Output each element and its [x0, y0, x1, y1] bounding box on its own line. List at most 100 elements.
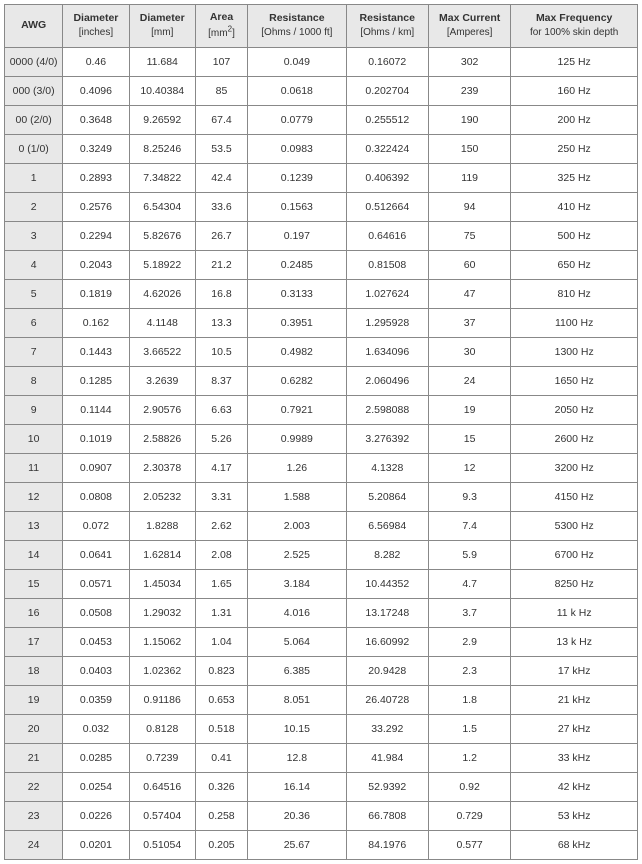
cell-resistance-km: 84.1976	[346, 830, 428, 859]
cell-max-current: 60	[428, 250, 510, 279]
cell-diameter-inches: 0.46	[63, 47, 129, 76]
table-row: 240.02010.510540.20525.6784.19760.57768 …	[5, 830, 638, 859]
cell-diameter-mm: 7.34822	[129, 163, 195, 192]
cell-diameter-mm: 2.90576	[129, 395, 195, 424]
cell-resistance-km: 41.984	[346, 743, 428, 772]
cell-max-current: 1.5	[428, 714, 510, 743]
cell-max-frequency: 2600 Hz	[511, 424, 638, 453]
cell-max-frequency: 125 Hz	[511, 47, 638, 76]
cell-max-frequency: 1300 Hz	[511, 337, 638, 366]
cell-max-frequency: 53 kHz	[511, 801, 638, 830]
cell-awg: 6	[5, 308, 63, 337]
cell-diameter-inches: 0.1285	[63, 366, 129, 395]
cell-diameter-inches: 0.4096	[63, 76, 129, 105]
cell-area: 0.205	[195, 830, 247, 859]
cell-max-current: 9.3	[428, 482, 510, 511]
cell-max-current: 7.4	[428, 511, 510, 540]
cell-diameter-mm: 2.30378	[129, 453, 195, 482]
cell-resistance-km: 1.295928	[346, 308, 428, 337]
cell-resistance-ft: 0.0779	[248, 105, 346, 134]
cell-area: 5.26	[195, 424, 247, 453]
cell-diameter-mm: 10.40384	[129, 76, 195, 105]
cell-resistance-km: 0.81508	[346, 250, 428, 279]
cell-diameter-inches: 0.0453	[63, 627, 129, 656]
table-row: 230.02260.574040.25820.3666.78080.72953 …	[5, 801, 638, 830]
cell-awg: 17	[5, 627, 63, 656]
cell-diameter-mm: 0.64516	[129, 772, 195, 801]
cell-max-frequency: 5300 Hz	[511, 511, 638, 540]
cell-diameter-mm: 3.2639	[129, 366, 195, 395]
cell-area: 107	[195, 47, 247, 76]
cell-max-frequency: 325 Hz	[511, 163, 638, 192]
cell-max-frequency: 1650 Hz	[511, 366, 638, 395]
cell-area: 1.04	[195, 627, 247, 656]
cell-awg: 21	[5, 743, 63, 772]
cell-max-frequency: 1100 Hz	[511, 308, 638, 337]
cell-awg: 13	[5, 511, 63, 540]
cell-diameter-mm: 4.1148	[129, 308, 195, 337]
cell-diameter-mm: 8.25246	[129, 134, 195, 163]
cell-resistance-ft: 0.9989	[248, 424, 346, 453]
cell-max-current: 4.7	[428, 569, 510, 598]
cell-max-frequency: 42 kHz	[511, 772, 638, 801]
header-title: AWG	[21, 19, 46, 31]
cell-resistance-km: 5.20864	[346, 482, 428, 511]
table-row: 150.05711.450341.653.18410.443524.78250 …	[5, 569, 638, 598]
cell-diameter-mm: 5.82676	[129, 221, 195, 250]
cell-area: 53.5	[195, 134, 247, 163]
cell-max-current: 94	[428, 192, 510, 221]
cell-resistance-ft: 0.1563	[248, 192, 346, 221]
table-row: 180.04031.023620.8236.38520.94282.317 kH…	[5, 656, 638, 685]
cell-diameter-mm: 0.91186	[129, 685, 195, 714]
cell-area: 1.65	[195, 569, 247, 598]
cell-max-frequency: 27 kHz	[511, 714, 638, 743]
cell-resistance-ft: 20.36	[248, 801, 346, 830]
cell-resistance-ft: 1.588	[248, 482, 346, 511]
header-title: Resistance	[269, 12, 324, 24]
cell-max-frequency: 6700 Hz	[511, 540, 638, 569]
cell-area: 85	[195, 76, 247, 105]
cell-resistance-km: 6.56984	[346, 511, 428, 540]
cell-awg: 14	[5, 540, 63, 569]
header-unit: [mm]	[151, 27, 173, 38]
cell-diameter-inches: 0.0226	[63, 801, 129, 830]
cell-diameter-mm: 2.58826	[129, 424, 195, 453]
cell-awg: 5	[5, 279, 63, 308]
cell-diameter-inches: 0.1819	[63, 279, 129, 308]
cell-max-current: 0.92	[428, 772, 510, 801]
cell-resistance-km: 66.7808	[346, 801, 428, 830]
table-row: 130.0721.82882.622.0036.569847.45300 Hz	[5, 511, 638, 540]
header-title: Max Current	[439, 12, 500, 24]
cell-resistance-km: 0.512664	[346, 192, 428, 221]
cell-max-current: 150	[428, 134, 510, 163]
col-header-area: Area [mm2]	[195, 5, 247, 48]
cell-diameter-mm: 1.02362	[129, 656, 195, 685]
cell-resistance-km: 16.60992	[346, 627, 428, 656]
cell-resistance-km: 33.292	[346, 714, 428, 743]
cell-max-frequency: 21 kHz	[511, 685, 638, 714]
cell-awg: 7	[5, 337, 63, 366]
cell-resistance-km: 3.276392	[346, 424, 428, 453]
awg-wire-gauge-table: AWG Diameter [inches] Diameter [mm] Area…	[4, 4, 638, 860]
cell-max-frequency: 2050 Hz	[511, 395, 638, 424]
cell-resistance-km: 0.202704	[346, 76, 428, 105]
cell-resistance-ft: 4.016	[248, 598, 346, 627]
cell-max-current: 1.8	[428, 685, 510, 714]
cell-max-current: 75	[428, 221, 510, 250]
cell-area: 0.326	[195, 772, 247, 801]
cell-resistance-km: 1.634096	[346, 337, 428, 366]
cell-awg: 22	[5, 772, 63, 801]
cell-awg: 8	[5, 366, 63, 395]
cell-max-current: 2.3	[428, 656, 510, 685]
cell-max-current: 119	[428, 163, 510, 192]
col-header-resistance-km: Resistance [Ohms / km]	[346, 5, 428, 48]
cell-max-current: 302	[428, 47, 510, 76]
cell-awg: 11	[5, 453, 63, 482]
cell-diameter-mm: 0.7239	[129, 743, 195, 772]
header-unit: [mm2]	[208, 28, 235, 39]
cell-resistance-ft: 2.003	[248, 511, 346, 540]
table-row: 20.25766.5430433.60.15630.51266494410 Hz	[5, 192, 638, 221]
cell-diameter-inches: 0.162	[63, 308, 129, 337]
cell-awg: 18	[5, 656, 63, 685]
cell-diameter-inches: 0.1019	[63, 424, 129, 453]
